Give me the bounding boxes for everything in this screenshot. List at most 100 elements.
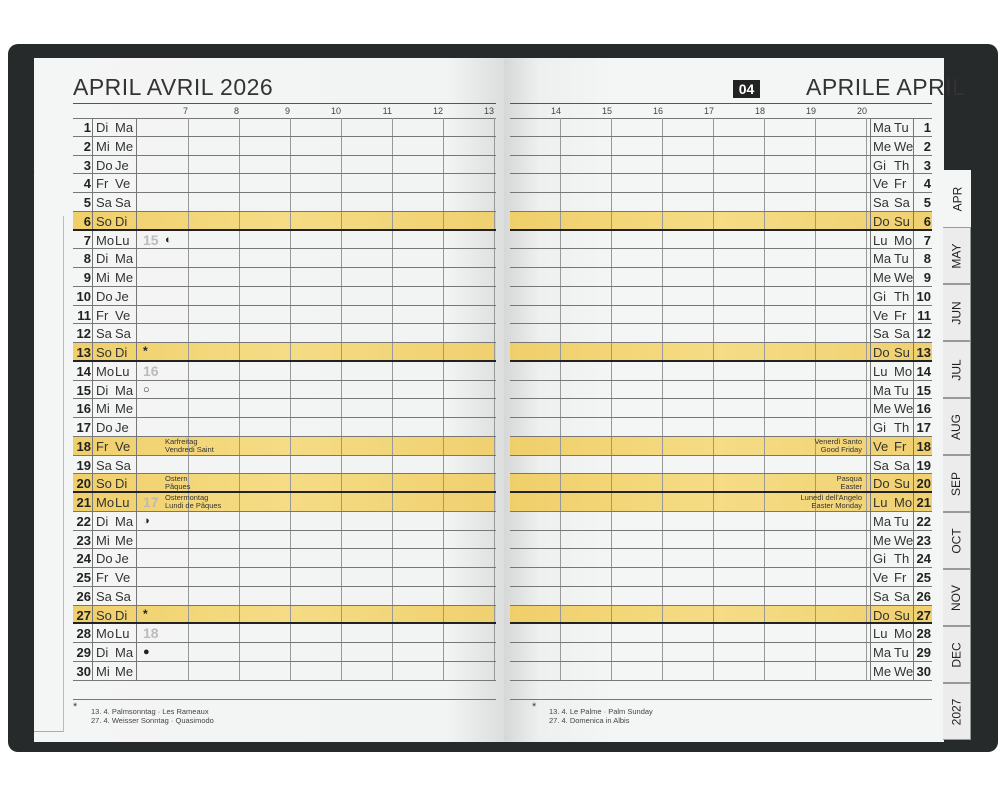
day-row-left[interactable]: 11 Fr Ve bbox=[73, 305, 496, 325]
day-row-right[interactable]: Gi Th 3 bbox=[510, 155, 932, 175]
month-tab-may[interactable]: MAY bbox=[943, 227, 971, 284]
month-tab-jul[interactable]: JUL bbox=[943, 341, 971, 398]
hour-gridline bbox=[239, 193, 240, 211]
hour-gridline bbox=[239, 118, 240, 136]
day-row-left[interactable]: 30 Mi Me bbox=[73, 661, 496, 681]
day-row-left[interactable]: 28 Mo Lu 18 bbox=[73, 624, 496, 643]
month-tab-apr[interactable]: APR bbox=[943, 170, 971, 227]
moon-phase-icon: ◐ bbox=[165, 233, 172, 246]
month-tab-sep[interactable]: SEP bbox=[943, 455, 971, 512]
day-number: 27 bbox=[76, 607, 91, 623]
month-tab-jun[interactable]: JUN bbox=[943, 284, 971, 341]
day-row-right[interactable]: Do Su 13 bbox=[510, 343, 932, 362]
day-row-left[interactable]: 22 Di Ma ◑ bbox=[73, 511, 496, 531]
hour-gridline bbox=[662, 568, 663, 586]
day-row-right[interactable]: Ve Fr 4 bbox=[510, 174, 932, 193]
page-edge bbox=[34, 172, 64, 732]
hour-gridline bbox=[188, 286, 189, 305]
day-row-left[interactable]: 15 Di Ma ○ bbox=[73, 380, 496, 400]
day-row-left[interactable]: 29 Di Ma ● bbox=[73, 643, 496, 662]
column-divider bbox=[92, 268, 93, 286]
day-row-left[interactable]: 27 So Di * bbox=[73, 605, 496, 625]
day-row-left[interactable]: 4 Fr Ve bbox=[73, 174, 496, 193]
day-row-left[interactable]: 18 Fr Ve Karfreitag Vendredi Saint bbox=[73, 436, 496, 456]
hour-gridline bbox=[662, 511, 663, 530]
day-row-left[interactable]: 26 Sa Sa bbox=[73, 586, 496, 606]
day-row-right[interactable]: Sa Sa 12 bbox=[510, 324, 932, 343]
weekday-it: Do bbox=[873, 213, 890, 229]
tab-label: NOV bbox=[949, 584, 964, 611]
month-tab-nov[interactable]: NOV bbox=[943, 569, 971, 626]
day-row-left[interactable]: 6 So Di bbox=[73, 211, 496, 231]
day-row-left[interactable]: 23 Mi Me bbox=[73, 530, 496, 550]
day-row-left[interactable]: 14 Mo Lu 16 bbox=[73, 361, 496, 381]
day-row-left[interactable]: 24 Do Je bbox=[73, 549, 496, 568]
day-row-right[interactable]: Me We 9 bbox=[510, 268, 932, 287]
day-row-right[interactable]: Lu Mo 21 Lunedì dell'Angelo Easter Monday bbox=[510, 493, 932, 512]
holiday-line: Pâques bbox=[165, 482, 191, 492]
hour-gridline bbox=[494, 249, 495, 267]
day-row-left[interactable]: 20 So Di Ostern Pâques bbox=[73, 474, 496, 493]
day-row-left[interactable]: 25 Fr Ve bbox=[73, 568, 496, 587]
day-row-right[interactable]: Sa Sa 19 bbox=[510, 455, 932, 475]
month-tab-2027[interactable]: 2027 bbox=[943, 683, 971, 740]
day-row-right[interactable]: Me We 30 bbox=[510, 661, 932, 681]
hour-gridline bbox=[764, 268, 765, 286]
weekday-de: Di bbox=[96, 645, 109, 660]
column-divider bbox=[136, 249, 137, 267]
column-divider bbox=[870, 343, 871, 360]
day-row-right[interactable]: Gi Th 24 bbox=[510, 549, 932, 568]
day-row-left[interactable]: 12 Sa Sa bbox=[73, 324, 496, 343]
day-row-right[interactable]: Lu Mo 7 bbox=[510, 230, 932, 250]
month-tab-dec[interactable]: DEC bbox=[943, 626, 971, 683]
day-row-right[interactable]: Do Su 6 bbox=[510, 211, 932, 231]
hour-gridline bbox=[764, 361, 765, 380]
day-row-right[interactable]: Lu Mo 28 bbox=[510, 624, 932, 643]
hour-gridline bbox=[239, 549, 240, 567]
day-row-left[interactable]: 8 Di Ma bbox=[73, 249, 496, 268]
day-row-right[interactable]: Do Su 20 Pasqua Easter bbox=[510, 474, 932, 493]
day-row-left[interactable]: 7 Mo Lu 15 ◐ bbox=[73, 230, 496, 250]
day-row-left[interactable]: 19 Sa Sa bbox=[73, 455, 496, 475]
day-row-right[interactable]: Ve Fr 25 bbox=[510, 568, 932, 587]
month-tab-aug[interactable]: AUG bbox=[943, 398, 971, 455]
day-row-right[interactable]: Me We 16 bbox=[510, 399, 932, 418]
day-row-right[interactable]: Ve Fr 18 Venerdì Santo Good Friday bbox=[510, 436, 932, 456]
hour-gridline bbox=[560, 230, 561, 249]
day-row-right[interactable]: Do Su 27 bbox=[510, 605, 932, 625]
day-row-right[interactable]: Gi Th 10 bbox=[510, 286, 932, 306]
day-row-right[interactable]: Lu Mo 14 bbox=[510, 361, 932, 381]
day-row-left[interactable]: 1 Di Ma bbox=[73, 118, 496, 137]
divider bbox=[73, 103, 496, 104]
day-row-left[interactable]: 9 Mi Me bbox=[73, 268, 496, 287]
day-row-left[interactable]: 2 Mi Me bbox=[73, 136, 496, 156]
hour-gridline bbox=[341, 549, 342, 567]
day-row-right[interactable]: Ma Tu 8 bbox=[510, 249, 932, 268]
hour-gridline bbox=[290, 155, 291, 174]
day-row-right[interactable]: Ma Tu 22 bbox=[510, 511, 932, 531]
day-row-right[interactable]: Sa Sa 5 bbox=[510, 193, 932, 212]
day-row-right[interactable]: Me We 2 bbox=[510, 136, 932, 156]
day-row-right[interactable]: Sa Sa 26 bbox=[510, 586, 932, 606]
tab-label: SEP bbox=[949, 471, 964, 496]
day-row-right[interactable]: Me We 23 bbox=[510, 530, 932, 550]
day-row-left[interactable]: 10 Do Je bbox=[73, 286, 496, 306]
footnote-right: 13. 4. Le Palme · Palm Sunday 27. 4. Dome… bbox=[549, 707, 653, 725]
column-divider bbox=[870, 174, 871, 192]
day-row-left[interactable]: 5 Sa Sa bbox=[73, 193, 496, 212]
day-row-right[interactable]: Ma Tu 29 bbox=[510, 643, 932, 662]
day-row-left[interactable]: 21 Mo Lu 17 Ostermontag Lundi de Pâques bbox=[73, 493, 496, 512]
day-row-left[interactable]: 17 Do Je bbox=[73, 418, 496, 437]
month-tab-oct[interactable]: OCT bbox=[943, 512, 971, 569]
left-month-title: APRIL AVRIL 2026 bbox=[73, 74, 274, 100]
day-row-right[interactable]: Ma Tu 1 bbox=[510, 118, 932, 137]
day-row-left[interactable]: 13 So Di * bbox=[73, 343, 496, 362]
day-row-left[interactable]: 16 Mi Me bbox=[73, 399, 496, 418]
day-row-right[interactable]: Ve Fr 11 bbox=[510, 305, 932, 325]
weekday-de: Do bbox=[96, 157, 113, 173]
day-row-left[interactable]: 3 Do Je bbox=[73, 155, 496, 175]
day-row-right[interactable]: Gi Th 17 bbox=[510, 418, 932, 437]
hour-gridline bbox=[866, 530, 867, 549]
day-row-right[interactable]: Ma Tu 15 bbox=[510, 380, 932, 400]
hour-gridline bbox=[443, 268, 444, 286]
